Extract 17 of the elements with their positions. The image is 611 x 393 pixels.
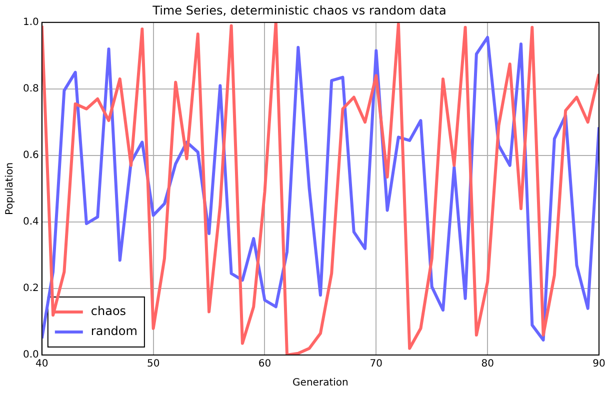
y-tick-label: 0.8 [22, 84, 39, 95]
y-tick-label: 1.0 [22, 16, 39, 28]
y-tick-label: 0.0 [22, 350, 39, 361]
x-axis-title: Generation [292, 378, 348, 389]
x-tick-label: 60 [258, 358, 272, 370]
y-tick-label: 0.4 [22, 216, 39, 228]
y-axis-title: Population [4, 162, 16, 215]
x-tick-label: 90 [592, 358, 606, 370]
x-tick-label: 40 [36, 358, 48, 370]
x-tick-label: 70 [370, 358, 383, 370]
x-tick-label: 80 [481, 358, 494, 370]
legend-label: random [90, 324, 138, 338]
x-tick-label: 50 [146, 358, 160, 370]
chart-title: Time Series, deterministic chaos vs random data [152, 3, 446, 18]
legend-label: chaos [90, 304, 126, 318]
y-tick-label: 0.2 [22, 283, 39, 294]
y-tick-label: 0.6 [22, 150, 39, 162]
